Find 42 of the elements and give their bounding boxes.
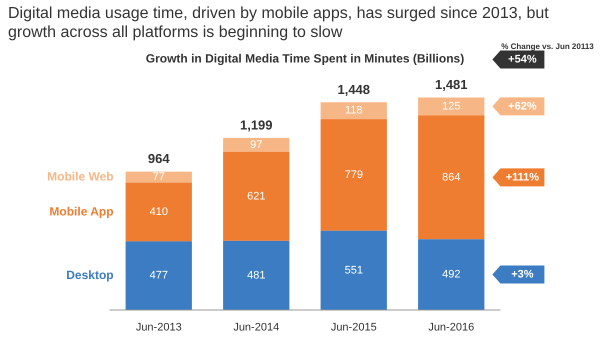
bar bbox=[223, 138, 290, 152]
bar bbox=[223, 152, 290, 241]
series-label: Mobile App bbox=[49, 204, 114, 218]
bar bbox=[418, 97, 484, 116]
data-label: 481 bbox=[247, 269, 266, 282]
bar bbox=[320, 102, 387, 120]
total-label: 1,448 bbox=[337, 82, 370, 97]
data-label: 477 bbox=[150, 270, 168, 282]
bar bbox=[418, 115, 484, 240]
text: +111% bbox=[506, 171, 540, 184]
x-tick-label: Jun-2013 bbox=[136, 321, 182, 334]
data-label: 779 bbox=[344, 168, 363, 181]
data-label: 410 bbox=[150, 206, 168, 218]
x-tick-label: Jun-2014 bbox=[233, 321, 280, 334]
total-label: 964 bbox=[148, 151, 170, 166]
bar bbox=[126, 172, 192, 183]
data-label: 492 bbox=[442, 268, 460, 281]
x-tick-label: Jun-2015 bbox=[330, 321, 377, 334]
data-label: 125 bbox=[442, 100, 460, 112]
total-label: 1,199 bbox=[240, 117, 273, 132]
series-label: Desktop bbox=[66, 268, 114, 282]
bar bbox=[126, 182, 192, 242]
bar bbox=[320, 119, 387, 231]
data-label: 551 bbox=[344, 264, 363, 276]
bar bbox=[223, 240, 290, 310]
total-label: 1,481 bbox=[434, 77, 468, 92]
series-label: Mobile Web bbox=[47, 169, 114, 184]
text: +62% bbox=[508, 100, 537, 112]
data-label: 864 bbox=[442, 171, 460, 184]
data-label: 621 bbox=[247, 190, 266, 202]
chart-subtitle: Growth in Digital Media Time Spent in Minutes (Billions) bbox=[146, 52, 464, 66]
chart-title: Digital media usage time, driven by mobile apps, has surged since 2013, but growth across all platforms is beginning to slow bbox=[8, 4, 550, 42]
bar bbox=[126, 241, 192, 310]
bar bbox=[320, 230, 387, 310]
text: +54% bbox=[508, 53, 537, 66]
text: +3% bbox=[511, 268, 534, 281]
data-label: 97 bbox=[250, 138, 262, 151]
data-label: 77 bbox=[152, 171, 165, 184]
data-label: 118 bbox=[344, 104, 363, 117]
bar bbox=[418, 239, 484, 310]
text: % Change vs. Jun 20113 bbox=[500, 42, 595, 51]
x-tick-label: Jun-2016 bbox=[428, 321, 474, 334]
